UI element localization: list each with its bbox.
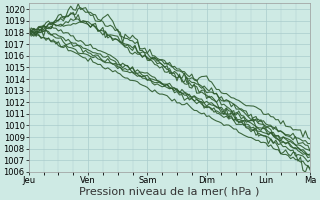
X-axis label: Pression niveau de la mer( hPa ): Pression niveau de la mer( hPa ) — [79, 187, 260, 197]
